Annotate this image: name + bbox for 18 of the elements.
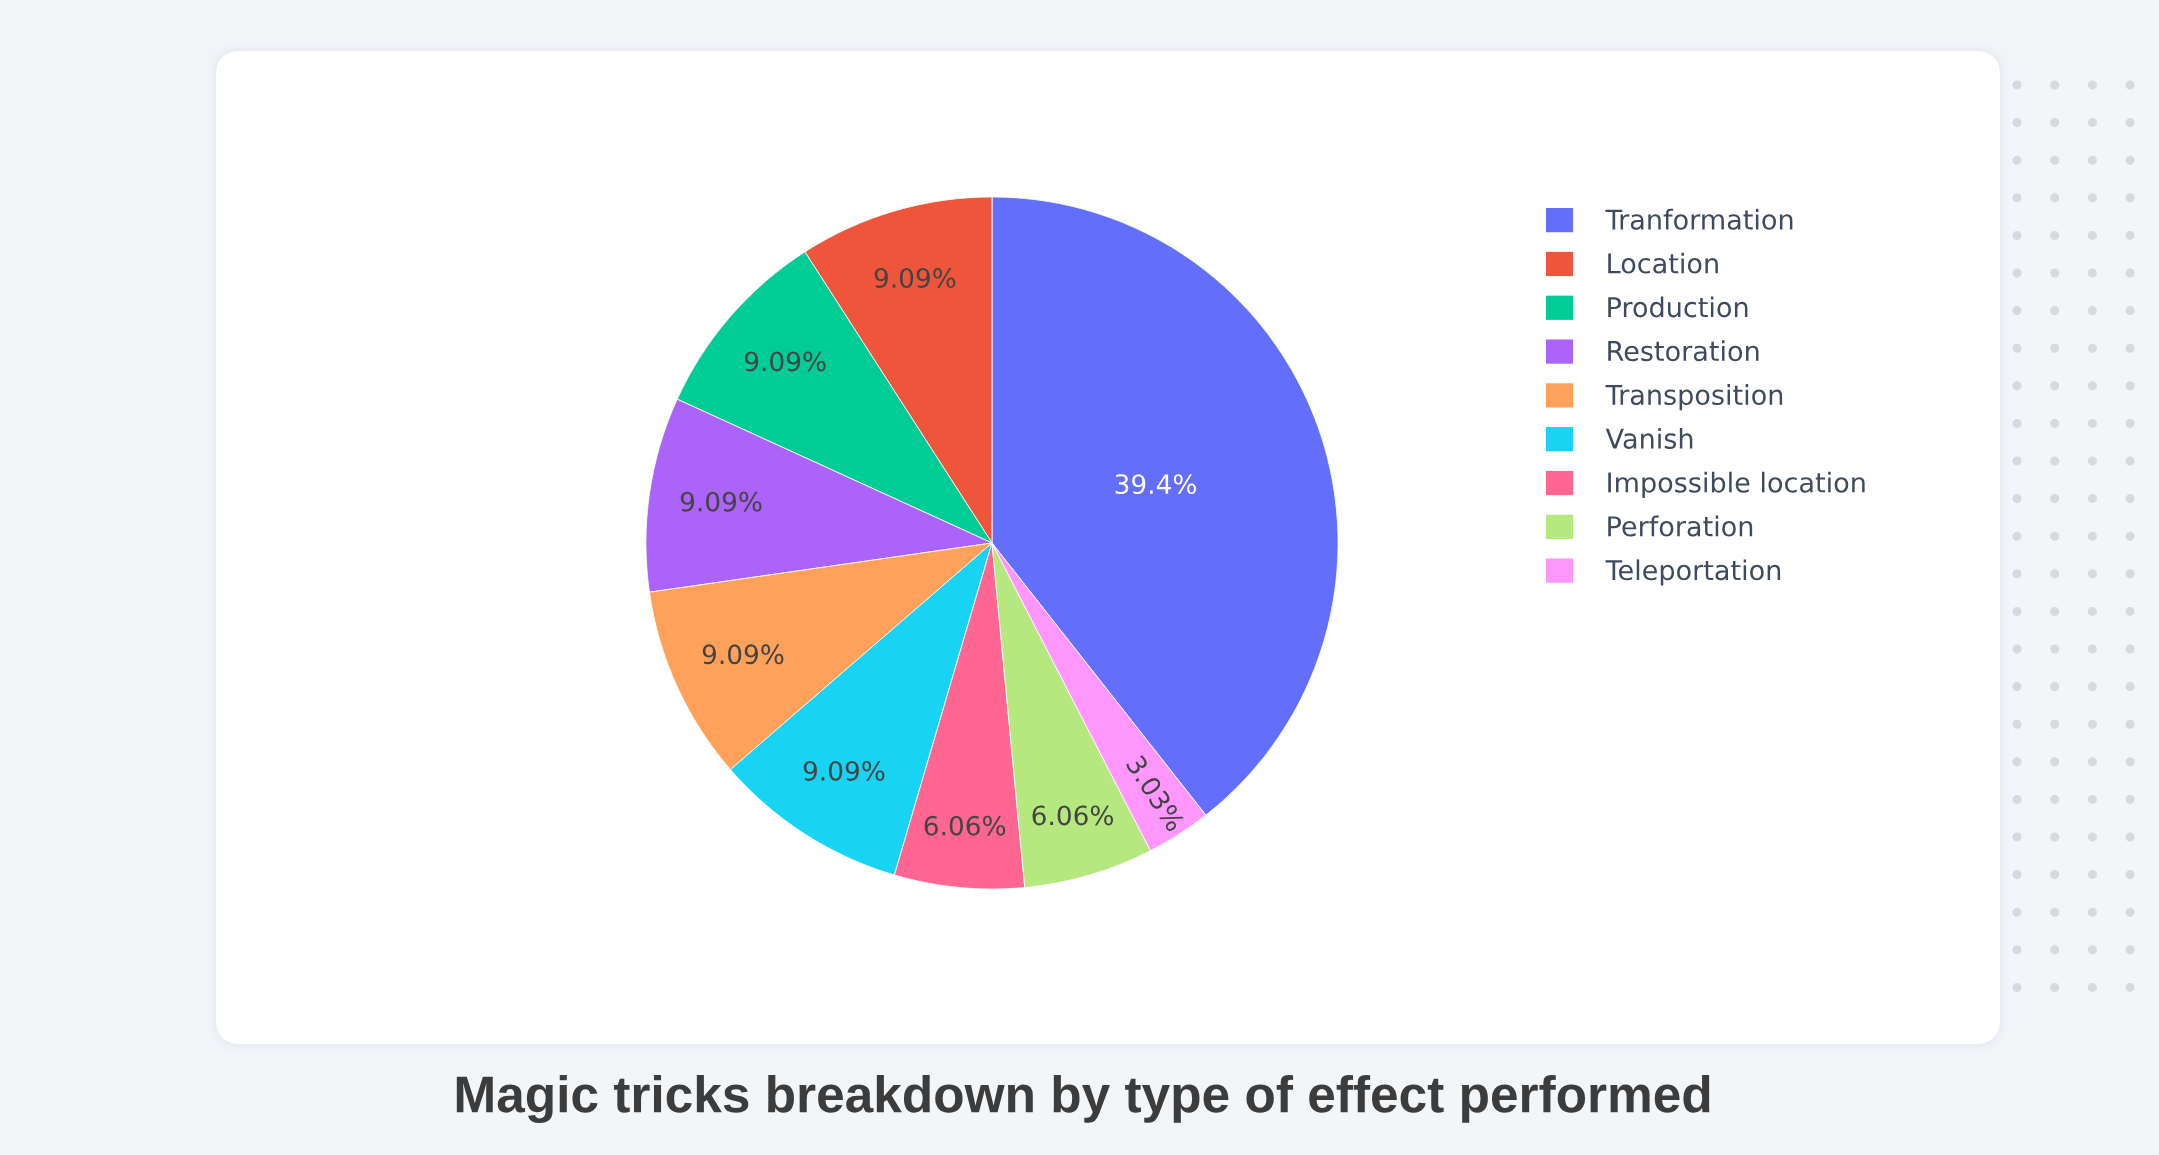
data-label: 6.06%: [1032, 805, 1114, 826]
data-label: 9.09%: [702, 644, 784, 665]
data-label: 6.06%: [924, 815, 1006, 836]
data-label: 9.09%: [744, 351, 826, 372]
legend-label: Production: [1608, 296, 1748, 318]
text: Magic tricks breakdown by type of effect performed: [456, 1074, 1710, 1124]
legend-label: Tranformation: [1605, 208, 1793, 230]
data-label: 39.4%: [1115, 474, 1196, 495]
legend-label: Restoration: [1608, 340, 1759, 362]
data-label: 9.09%: [874, 268, 956, 289]
data-label: 9.09%: [680, 491, 762, 512]
legend-label: Teleportation: [1605, 559, 1781, 586]
legend-label: Transposition: [1605, 384, 1783, 411]
legend-label: Perforation: [1608, 515, 1753, 537]
legend-label: Location: [1608, 252, 1718, 274]
legend-label: Vanish: [1605, 427, 1693, 449]
data-label: 9.09%: [803, 760, 885, 781]
legend-label: Impossible location: [1608, 471, 1865, 498]
